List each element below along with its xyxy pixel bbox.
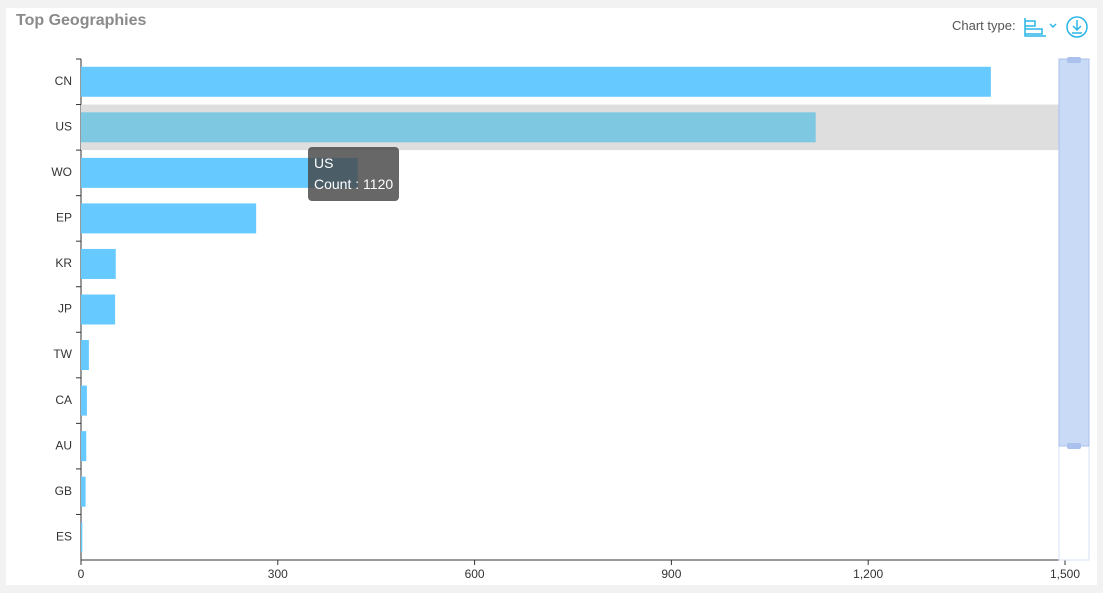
x-tick-label: 1,500 bbox=[1050, 567, 1080, 581]
y-tick-label: ES bbox=[56, 529, 72, 543]
y-tick-label: JP bbox=[58, 302, 72, 316]
bar bbox=[81, 66, 991, 97]
bar bbox=[81, 340, 89, 371]
bar bbox=[81, 203, 257, 234]
tooltip-number: 1120 bbox=[363, 176, 394, 192]
zoom-slider[interactable] bbox=[1058, 57, 1090, 561]
bar bbox=[81, 522, 83, 553]
chart-type-icon[interactable] bbox=[1024, 18, 1057, 37]
bar bbox=[81, 476, 86, 507]
bar bbox=[81, 248, 116, 279]
chart-title: Top Geographies bbox=[16, 12, 147, 29]
chart-type-label: Chart type: bbox=[952, 18, 1016, 33]
x-tick-label: 1,200 bbox=[853, 567, 883, 581]
y-tick-label: WO bbox=[51, 165, 72, 179]
y-tick-label: GB bbox=[55, 484, 72, 498]
x-tick-label: 0 bbox=[78, 567, 85, 581]
download-icon[interactable] bbox=[1066, 16, 1088, 38]
tooltip-category: US bbox=[314, 155, 334, 171]
y-tick-label: EP bbox=[56, 211, 72, 225]
bar bbox=[81, 385, 87, 416]
y-tick-label: CN bbox=[55, 74, 72, 88]
y-tick-label: CA bbox=[55, 393, 72, 407]
x-tick-label: 900 bbox=[661, 567, 681, 581]
tooltip: US Count1120 bbox=[308, 147, 400, 201]
bar bbox=[81, 431, 87, 462]
x-tick-label: 300 bbox=[268, 567, 288, 581]
panel bbox=[6, 8, 1097, 585]
bar bbox=[81, 294, 116, 325]
y-tick-label: KR bbox=[55, 256, 72, 270]
tooltip-value: Count1120 bbox=[314, 174, 393, 195]
y-tick-label: AU bbox=[55, 438, 72, 452]
y-tick-label: TW bbox=[53, 347, 72, 361]
y-tick-label: US bbox=[55, 119, 72, 133]
tooltip-series: Count bbox=[314, 176, 363, 192]
bar bbox=[81, 112, 816, 143]
x-tick-label: 600 bbox=[465, 567, 485, 581]
